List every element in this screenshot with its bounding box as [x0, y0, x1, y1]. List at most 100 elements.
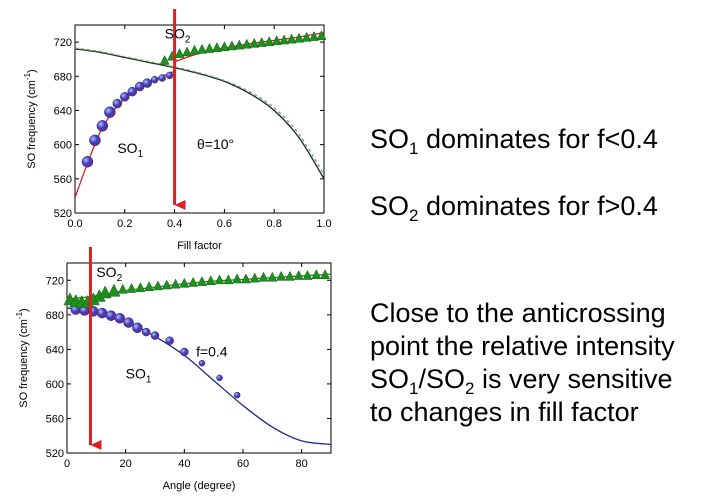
note-so1-text-b: dominates for f<0.4	[418, 124, 658, 154]
annotation-label: θ=10°	[197, 136, 234, 152]
annotation-main: SO	[165, 26, 185, 42]
y-tick-label: 720	[54, 37, 72, 49]
data-point-so2	[267, 271, 278, 282]
annotation-main: SO	[126, 366, 146, 382]
plot-frame	[66, 262, 332, 454]
data-point-so1	[142, 78, 152, 88]
note-anticrossing-line-2: point the relative intensity	[370, 331, 675, 361]
x-tick-label: 40	[178, 458, 190, 470]
annotation-main: θ=10°	[197, 136, 234, 152]
annotation-sub: 2	[117, 273, 123, 284]
data-point-so1	[123, 317, 134, 328]
annotation-sub: 1	[138, 149, 144, 160]
x-tick-label: 20	[120, 458, 132, 470]
annotation-label: f=0.4	[196, 343, 228, 359]
y-tick-label: 640	[46, 344, 64, 356]
y-axis-label-sup: -1	[23, 72, 32, 80]
data-point-so2	[301, 31, 312, 42]
data-point-so1	[180, 347, 189, 357]
data-point-so2	[241, 273, 251, 284]
data-point-so2	[197, 276, 207, 286]
note-anticrossing-line-4: to changes in fill factor	[370, 397, 639, 427]
bottom-chart: 0 20 40 60 80 520 560 600 640 680 720 Angle (degree…	[15, 247, 332, 492]
data-point-so2	[219, 41, 230, 52]
y-axis-label-close: )	[18, 308, 30, 312]
data-point-so2	[302, 269, 313, 280]
data-point-so1	[150, 75, 159, 84]
series-group	[67, 273, 331, 446]
note-l3-text: is very sensitive	[474, 364, 673, 394]
data-point-so2	[182, 46, 192, 57]
y-tick-label: 720	[46, 275, 64, 287]
annotation-main: SO	[96, 264, 116, 280]
data-point-so2	[205, 275, 216, 285]
data-point-so1	[165, 336, 174, 345]
data-point-so1	[198, 359, 206, 367]
annotation-label: SO1	[126, 366, 152, 386]
data-point-so2	[241, 38, 252, 49]
data-point-so2	[249, 37, 260, 48]
series-line-2	[75, 70, 175, 198]
data-point-so2	[320, 269, 331, 279]
series-line-4	[75, 47, 324, 175]
y-tick-label: 680	[54, 71, 72, 83]
data-point-so2	[179, 277, 190, 288]
y-tick-label: 680	[46, 310, 64, 322]
y-axis-label-main: SO frequency (cm	[26, 80, 38, 169]
data-point-so2	[293, 269, 304, 280]
x-tick-label: 0.2	[117, 218, 132, 230]
data-point-so1	[114, 313, 126, 324]
data-point-so2	[226, 40, 237, 51]
data-point-so2	[98, 285, 112, 299]
data-point-so1	[127, 86, 138, 97]
data-point-so1	[165, 71, 174, 80]
y-tick-label: 640	[54, 105, 72, 117]
data-point-so1	[132, 322, 143, 334]
data-point-so2	[161, 279, 172, 290]
data-point-so1	[89, 134, 101, 147]
y-tick-label: 560	[46, 413, 64, 425]
note-l3-sub-2: 2	[465, 379, 475, 398]
note-anticrossing-line-1: Close to the anticrossing	[370, 298, 666, 328]
x-tick-label: 60	[237, 458, 249, 470]
top-chart: 0.0 0.2 0.4 0.6 0.8 1.0 520 560 600 640 680 720 Fill…	[23, 9, 332, 252]
data-point-so1	[81, 155, 94, 168]
data-point-so1	[216, 374, 223, 382]
data-point-so2	[144, 281, 155, 292]
y-axis-label: SO frequency (cm-1)	[23, 69, 38, 168]
x-tick-label: 0.4	[167, 218, 182, 230]
data-point-so1	[96, 120, 109, 132]
annotation-main: f=0.4	[196, 343, 228, 359]
annotation-sub: 1	[146, 375, 152, 386]
annotation-main: SO	[117, 140, 137, 156]
data-point-so2	[126, 282, 137, 293]
data-point-so1	[96, 307, 108, 319]
data-point-so2	[188, 276, 199, 287]
y-axis-label-close: )	[26, 69, 38, 73]
data-point-so2	[285, 270, 295, 281]
data-point-so1	[104, 106, 116, 118]
annotation-label: SO2	[96, 264, 122, 284]
data-point-so2	[189, 44, 200, 55]
note-anticrossing-line-3: SO1/SO2 is very sensitive	[370, 363, 675, 398]
data-point-so2	[276, 270, 287, 281]
note-so1-sub: 1	[409, 139, 419, 158]
series-line-2	[67, 307, 331, 446]
x-tick-label: 0.8	[267, 218, 282, 230]
data-point-so1	[105, 310, 117, 321]
data-point-so2	[279, 34, 290, 45]
data-point-so2	[174, 48, 185, 58]
annotation-label: SO2	[165, 26, 191, 46]
note-l3-so-b: /SO	[418, 364, 465, 394]
data-point-so2	[159, 54, 170, 65]
data-point-so2	[286, 33, 297, 44]
data-point-so2	[170, 278, 181, 289]
note-l3-sub-1: 1	[409, 379, 419, 398]
data-point-so2	[311, 269, 322, 279]
note-so2-sub: 2	[409, 206, 419, 225]
data-point-so1	[141, 327, 151, 337]
data-point-so2	[212, 42, 222, 52]
data-point-so2	[117, 283, 128, 294]
x-axis-label: Angle (degree)	[163, 480, 236, 492]
